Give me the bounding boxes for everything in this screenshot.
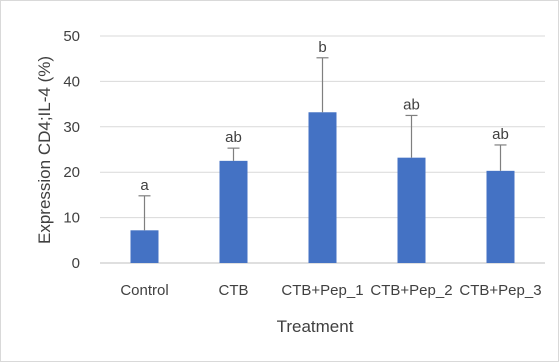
error-bar-Control (138, 195, 151, 231)
error-bar-CTB+Pep_1 (316, 57, 329, 113)
x-tick-label-CTB: CTB (219, 282, 249, 299)
bar-CTB (219, 160, 248, 263)
y-tick-label-30: 30 (63, 119, 80, 136)
x-tick-label-CTB+Pep_1: CTB+Pep_1 (281, 282, 363, 299)
y-tick-label-10: 10 (63, 210, 80, 227)
x-tick-label-CTB+Pep_2: CTB+Pep_2 (370, 282, 452, 299)
bar-CTB+Pep_3 (486, 170, 515, 263)
significance-label-CTB: ab (225, 129, 242, 146)
bar-CTB+Pep_2 (397, 157, 426, 263)
y-tick-label-40: 40 (63, 73, 80, 90)
error-bars (138, 57, 507, 231)
x-tick-label-CTB+Pep_3: CTB+Pep_3 (459, 282, 541, 299)
bars (130, 112, 515, 263)
error-bar-CTB+Pep_3 (494, 144, 507, 171)
labels: 0 10 20 30 40 50 a Control ab CTB b CTB+Pep_1 ab CTB+… (63, 28, 541, 299)
error-bar-CTB+Pep_2 (405, 114, 418, 158)
y-tick-label-0: 0 (72, 255, 80, 272)
bar-CTB+Pep_1 (308, 112, 337, 263)
significance-label-Control: a (140, 177, 149, 194)
significance-label-CTB+Pep_2: ab (403, 96, 420, 113)
y-axis-title: Expression CD4;IL-4 (%) (35, 56, 54, 244)
x-tick-label-Control: Control (120, 282, 168, 299)
y-tick-label-20: 20 (63, 164, 80, 181)
x-axis-title: Treatment (277, 317, 354, 336)
bar-Control (130, 230, 159, 263)
error-bar-CTB (227, 147, 240, 161)
significance-label-CTB+Pep_1: b (318, 39, 326, 56)
significance-label-CTB+Pep_3: ab (492, 126, 509, 143)
y-tick-label-50: 50 (63, 28, 80, 45)
